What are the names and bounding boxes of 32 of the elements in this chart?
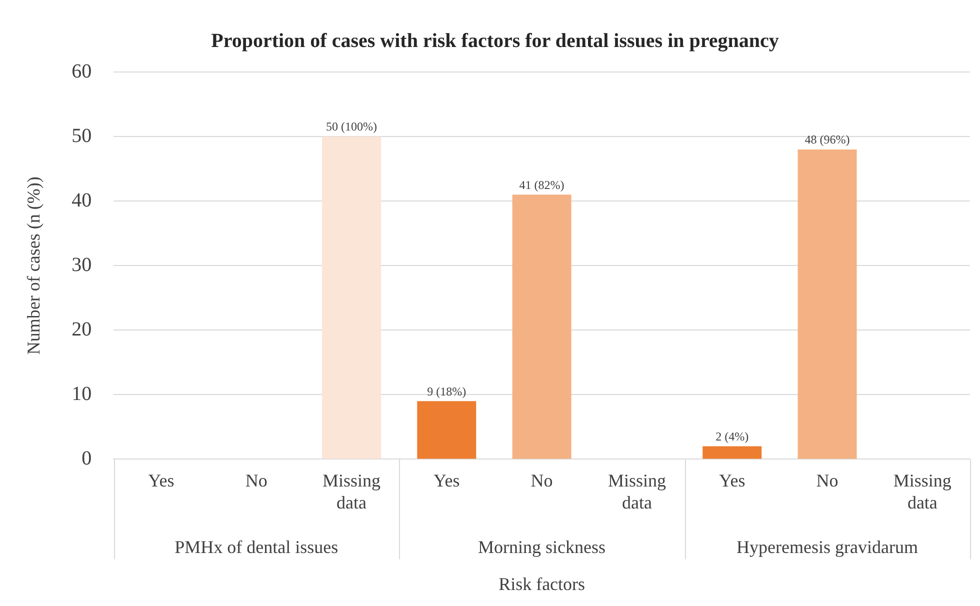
y-axis-title: Number of cases (n (%)) <box>24 176 44 355</box>
data-label: 41 (82%) <box>519 178 564 192</box>
text: PMHx of dental issues <box>174 536 338 557</box>
x-axis-title: Risk factors <box>498 574 586 594</box>
data-label: 50 (100%) <box>326 120 377 134</box>
y-tick-label: 20 <box>72 318 92 340</box>
bar <box>417 401 476 459</box>
x-tick-label: No <box>816 470 838 491</box>
bar <box>798 149 857 459</box>
y-tick-label: 40 <box>72 189 92 212</box>
x-tick-label: Missing data <box>893 470 952 512</box>
y-tick-label: 50 <box>72 124 92 147</box>
chart-title: Proportion of cases with risk factors for dental issues in pregnancy <box>211 30 779 52</box>
text: Morning sickness <box>478 536 606 557</box>
x-tick-label: Missing data <box>608 470 666 512</box>
x-tick-label: No <box>530 470 553 491</box>
data-label: 9 (18%) <box>427 384 466 398</box>
y-tick-label: 0 <box>82 447 92 470</box>
x-tick-label: Yes <box>434 470 460 491</box>
y-tick-label: 10 <box>72 382 92 405</box>
x-tick-label: No <box>245 470 268 491</box>
y-tick-label: 60 <box>72 60 92 82</box>
bar <box>702 446 762 459</box>
bar <box>512 194 572 459</box>
bar <box>322 136 381 459</box>
y-tick-label: 30 <box>72 254 92 276</box>
x-tick-label: Yes <box>719 470 746 491</box>
data-label: 2 (4%) <box>716 429 749 444</box>
x-tick-label: Missing data <box>322 470 381 512</box>
text: Hyperemesis gravidarum <box>736 536 918 557</box>
data-label: 48 (96%) <box>804 132 850 147</box>
x-tick-label: Yes <box>148 470 174 491</box>
